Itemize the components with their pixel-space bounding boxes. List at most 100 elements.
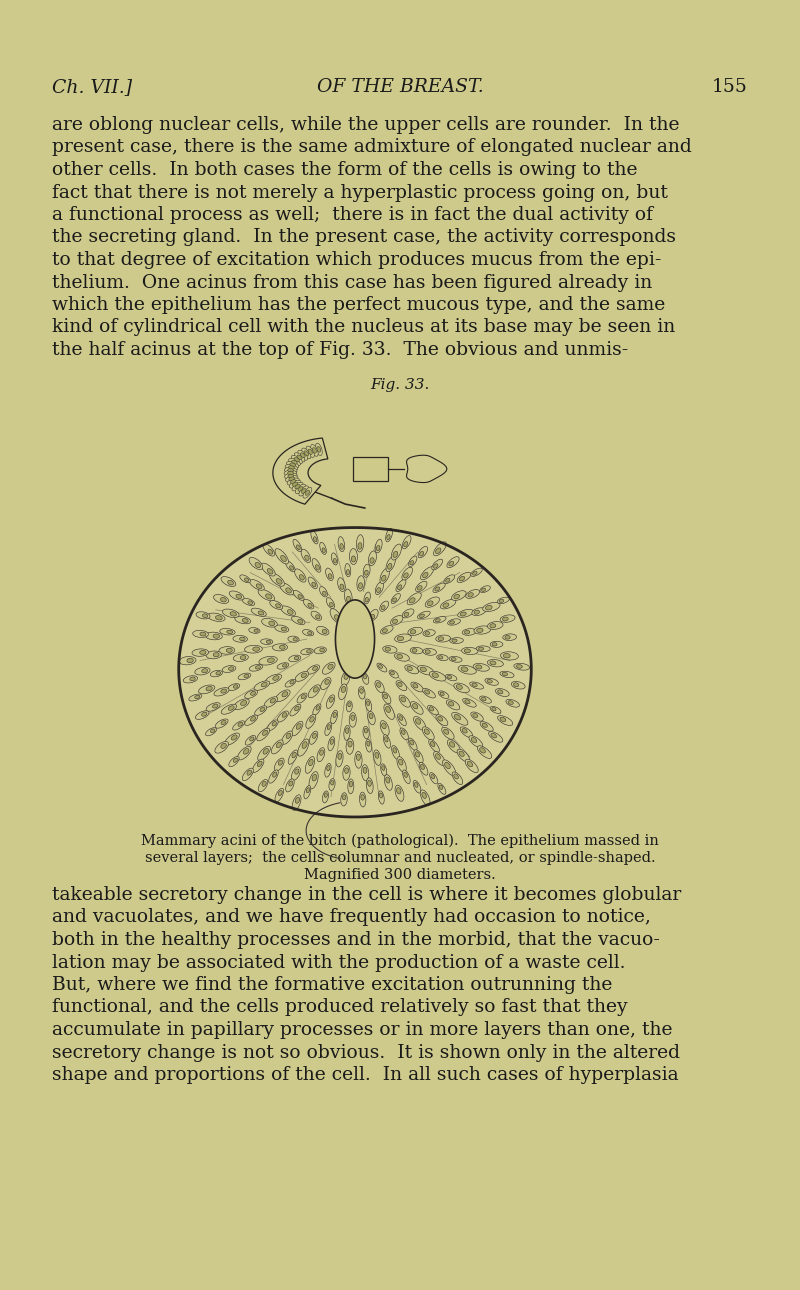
Ellipse shape xyxy=(258,779,268,792)
Ellipse shape xyxy=(315,565,319,570)
Text: the secreting gland.  In the present case, the activity corresponds: the secreting gland. In the present case… xyxy=(52,228,676,246)
Ellipse shape xyxy=(330,739,334,744)
Ellipse shape xyxy=(412,649,417,653)
Ellipse shape xyxy=(384,774,392,791)
Ellipse shape xyxy=(407,666,412,671)
Ellipse shape xyxy=(408,627,422,636)
Ellipse shape xyxy=(183,676,198,682)
Ellipse shape xyxy=(196,611,210,619)
Ellipse shape xyxy=(245,715,258,725)
Ellipse shape xyxy=(449,561,454,566)
Ellipse shape xyxy=(492,707,496,711)
Ellipse shape xyxy=(295,672,309,681)
Ellipse shape xyxy=(445,762,450,769)
Ellipse shape xyxy=(419,551,424,556)
Ellipse shape xyxy=(474,626,490,635)
Ellipse shape xyxy=(490,641,503,648)
Ellipse shape xyxy=(362,765,369,780)
Ellipse shape xyxy=(250,691,255,695)
Ellipse shape xyxy=(508,700,514,704)
Ellipse shape xyxy=(272,644,288,651)
Ellipse shape xyxy=(473,713,478,717)
Ellipse shape xyxy=(245,578,249,582)
Ellipse shape xyxy=(278,711,289,722)
Text: a functional process as well;  there is in fact the dual activity of: a functional process as well; there is i… xyxy=(52,206,653,224)
Ellipse shape xyxy=(458,666,476,675)
Text: takeable secretory change in the cell is where it becomes globular: takeable secretory change in the cell is… xyxy=(52,886,682,904)
Ellipse shape xyxy=(342,672,350,686)
Ellipse shape xyxy=(326,568,334,580)
Ellipse shape xyxy=(282,731,293,744)
Ellipse shape xyxy=(492,642,497,646)
Ellipse shape xyxy=(452,771,462,784)
Text: 155: 155 xyxy=(712,77,748,95)
Ellipse shape xyxy=(435,548,441,553)
Ellipse shape xyxy=(369,609,378,620)
Ellipse shape xyxy=(210,671,222,677)
Ellipse shape xyxy=(348,779,354,793)
Ellipse shape xyxy=(398,636,404,641)
Ellipse shape xyxy=(449,657,462,662)
Ellipse shape xyxy=(322,662,335,675)
Ellipse shape xyxy=(179,657,196,664)
Ellipse shape xyxy=(362,672,369,684)
Ellipse shape xyxy=(202,712,207,716)
Ellipse shape xyxy=(213,653,219,657)
Ellipse shape xyxy=(297,693,307,703)
Ellipse shape xyxy=(295,485,300,489)
Text: Ch. VII.]: Ch. VII.] xyxy=(52,77,132,95)
Ellipse shape xyxy=(270,698,275,703)
Ellipse shape xyxy=(194,695,200,699)
Ellipse shape xyxy=(375,582,383,595)
Ellipse shape xyxy=(437,654,448,660)
Ellipse shape xyxy=(422,573,428,578)
Ellipse shape xyxy=(234,759,238,762)
Ellipse shape xyxy=(404,542,408,547)
Ellipse shape xyxy=(210,729,214,733)
Ellipse shape xyxy=(298,486,303,491)
Ellipse shape xyxy=(351,556,356,562)
Ellipse shape xyxy=(489,731,503,742)
Ellipse shape xyxy=(425,632,430,635)
Ellipse shape xyxy=(288,749,298,764)
Ellipse shape xyxy=(267,720,278,730)
Ellipse shape xyxy=(305,555,309,560)
Ellipse shape xyxy=(350,548,358,565)
Ellipse shape xyxy=(243,748,249,755)
Ellipse shape xyxy=(249,557,262,570)
Ellipse shape xyxy=(279,645,285,649)
Ellipse shape xyxy=(254,630,258,632)
Ellipse shape xyxy=(502,617,508,620)
Ellipse shape xyxy=(319,587,327,597)
Ellipse shape xyxy=(322,548,326,552)
Ellipse shape xyxy=(221,743,226,748)
Ellipse shape xyxy=(462,648,478,654)
Ellipse shape xyxy=(469,735,483,748)
Ellipse shape xyxy=(190,677,195,681)
Ellipse shape xyxy=(410,702,423,715)
Ellipse shape xyxy=(448,619,461,626)
Ellipse shape xyxy=(289,458,300,466)
Ellipse shape xyxy=(498,597,510,604)
Ellipse shape xyxy=(206,651,222,659)
Ellipse shape xyxy=(382,575,386,582)
Ellipse shape xyxy=(430,707,434,711)
Ellipse shape xyxy=(297,544,300,550)
Ellipse shape xyxy=(290,480,296,484)
Ellipse shape xyxy=(402,535,411,548)
Ellipse shape xyxy=(473,663,490,671)
Ellipse shape xyxy=(314,646,326,654)
Ellipse shape xyxy=(322,591,326,595)
Ellipse shape xyxy=(449,702,454,706)
Ellipse shape xyxy=(280,583,294,595)
Ellipse shape xyxy=(342,795,346,800)
Ellipse shape xyxy=(359,792,366,808)
Ellipse shape xyxy=(366,699,372,711)
Ellipse shape xyxy=(381,764,386,775)
Ellipse shape xyxy=(250,579,264,591)
Ellipse shape xyxy=(442,760,456,775)
Ellipse shape xyxy=(438,716,442,721)
Ellipse shape xyxy=(363,564,370,578)
Ellipse shape xyxy=(187,658,194,663)
Ellipse shape xyxy=(251,608,266,617)
